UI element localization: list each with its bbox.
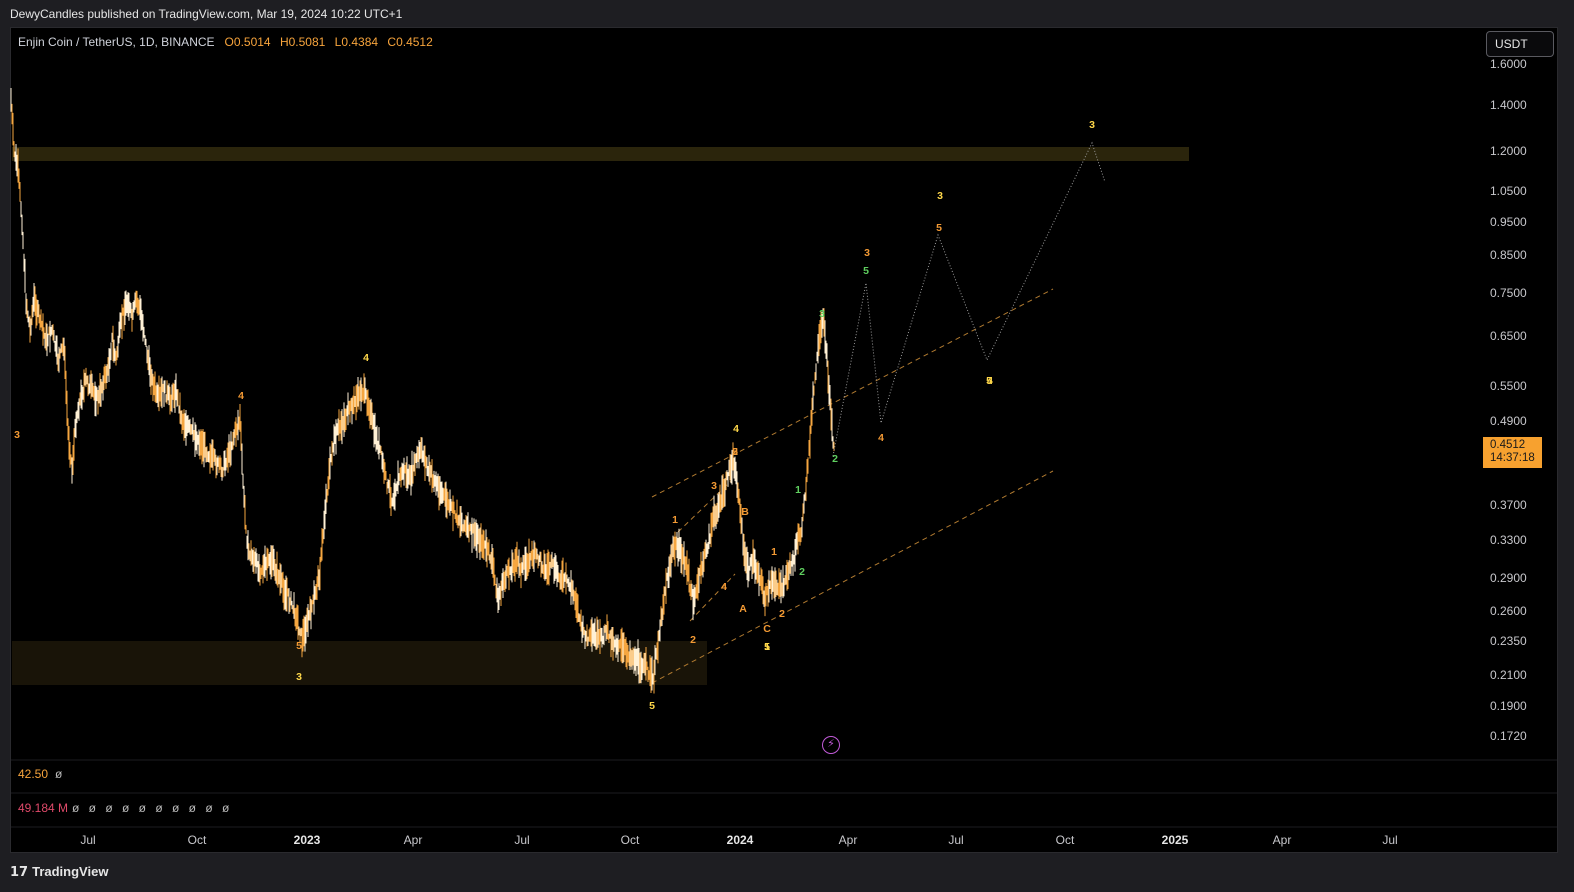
wave-label: 4 xyxy=(987,375,993,387)
time-tick: Apr xyxy=(838,833,858,847)
lightning-icon[interactable]: ⚡ xyxy=(822,736,840,754)
price-tick: 0.6500 xyxy=(1490,329,1527,343)
close-label: C xyxy=(387,35,397,49)
wave-label: 2 xyxy=(832,453,838,465)
time-tick: Jul xyxy=(948,833,964,847)
price-tick: 0.2100 xyxy=(1490,668,1527,682)
time-tick: Jul xyxy=(80,833,96,847)
channel-inner-line xyxy=(677,479,733,533)
price-tick: 0.3300 xyxy=(1490,533,1527,547)
symbol-name: Enjin Coin / TetherUS, 1D, BINANCE xyxy=(18,35,215,49)
wave-label: 1 xyxy=(771,546,777,558)
price-tick: 0.9500 xyxy=(1490,215,1527,229)
price-tick: 0.1900 xyxy=(1490,699,1527,713)
wave-label: 5 xyxy=(986,375,992,387)
wave-label: 3 xyxy=(711,480,717,492)
symbol-info: Enjin Coin / TetherUS, 1D, BINANCE O0.50… xyxy=(18,35,439,49)
bar-countdown: 14:37:18 xyxy=(1490,452,1535,464)
wave-label: 1 xyxy=(764,641,770,653)
wave-label: 5 xyxy=(936,222,942,234)
wave-label: 3 xyxy=(864,247,870,259)
channel-upper-line xyxy=(651,288,1054,498)
time-tick: Apr xyxy=(403,833,423,847)
close-value: 0.4512 xyxy=(396,35,433,49)
price-tick: 0.5500 xyxy=(1490,379,1527,393)
chart-pane[interactable] xyxy=(10,27,1558,853)
wave-label: 1 xyxy=(795,484,801,496)
low-label: L xyxy=(334,35,342,49)
price-tick: 0.1720 xyxy=(1490,729,1527,743)
price-tick: 0.2900 xyxy=(1490,571,1527,585)
wave-label: 2 xyxy=(799,566,805,578)
time-tick: Jul xyxy=(514,833,530,847)
time-tick: 2024 xyxy=(726,833,754,847)
wave-label: B xyxy=(741,506,749,518)
tradingview-logo[interactable]: 𝟭𝟳 TradingView xyxy=(10,864,108,880)
footer-bar xyxy=(0,854,1574,892)
time-tick: Apr xyxy=(1272,833,1292,847)
wave-label: C xyxy=(763,623,771,635)
wave-label: 5 xyxy=(863,265,869,277)
wave-label: 5 xyxy=(764,641,770,653)
price-tick: 0.7500 xyxy=(1490,286,1527,300)
price-tick: 0.4900 xyxy=(1490,414,1527,428)
wave-label: 4 xyxy=(721,581,727,593)
price-tick: 0.8500 xyxy=(1490,248,1527,262)
high-label: H xyxy=(279,35,289,49)
wave-label: 4 xyxy=(878,432,884,444)
time-tick: Oct xyxy=(187,833,207,847)
wave-label: 3 xyxy=(296,671,302,683)
support-zone xyxy=(12,641,707,685)
wave-label: 5 xyxy=(732,446,738,458)
price-tick: 1.0500 xyxy=(1490,184,1527,198)
brand-text: TradingView xyxy=(32,864,109,879)
last-price-label: 0.4512 14:37:18 xyxy=(1483,437,1542,468)
wave-label: 2 xyxy=(779,608,785,620)
price-tick: 0.2350 xyxy=(1490,634,1527,648)
price-tick: 1.6000 xyxy=(1490,57,1527,71)
price-tick: 0.2600 xyxy=(1490,604,1527,618)
last-price-value: 0.4512 xyxy=(1490,439,1526,451)
rsi-extra: ø xyxy=(55,767,63,781)
time-tick: Jul xyxy=(1382,833,1398,847)
wave-label: 3 xyxy=(14,429,20,441)
high-value: 0.5081 xyxy=(288,35,326,49)
wave-label: 3 xyxy=(937,190,943,202)
low-value: 0.4384 xyxy=(341,35,379,49)
wave-label: A xyxy=(739,603,747,615)
top-bar: DewyCandles published on TradingView.com… xyxy=(0,0,1574,27)
price-tick: 0.3700 xyxy=(1490,498,1527,512)
wave-label: 1 xyxy=(672,514,678,526)
wave-label: 4 xyxy=(238,390,244,402)
wave-label: 3 xyxy=(1089,119,1095,131)
currency-button[interactable]: USDT xyxy=(1486,31,1554,57)
time-tick: 2025 xyxy=(1161,833,1189,847)
publisher-text: DewyCandles published on TradingView.com… xyxy=(10,7,403,21)
wave-label: 4 xyxy=(363,352,369,364)
tv-logo-icon: 𝟭𝟳 xyxy=(10,864,29,879)
volume-extra: ø ø ø ø ø ø ø ø ø ø xyxy=(72,801,233,815)
price-tick: 1.4000 xyxy=(1490,98,1527,112)
time-tick: 2023 xyxy=(293,833,321,847)
price-tick: 1.2000 xyxy=(1490,144,1527,158)
time-tick: Oct xyxy=(1055,833,1075,847)
resistance-zone xyxy=(12,147,1189,161)
wave-label: 5 xyxy=(296,640,302,652)
time-tick: Oct xyxy=(620,833,640,847)
wave-label: 5 xyxy=(649,700,655,712)
wave-label: 4 xyxy=(733,423,739,435)
projection-path xyxy=(832,141,1106,457)
channel-inner-line-2 xyxy=(689,573,736,622)
open-label: O xyxy=(224,35,234,49)
volume-value: 49.184 M xyxy=(18,801,69,815)
wave-label: 2 xyxy=(732,446,738,458)
channel-lower-line xyxy=(651,470,1054,684)
rsi-value: 42.50 xyxy=(18,767,49,781)
open-value: 0.5014 xyxy=(233,35,271,49)
wave-label: 3 xyxy=(819,308,825,320)
wave-label: 2 xyxy=(690,634,696,646)
